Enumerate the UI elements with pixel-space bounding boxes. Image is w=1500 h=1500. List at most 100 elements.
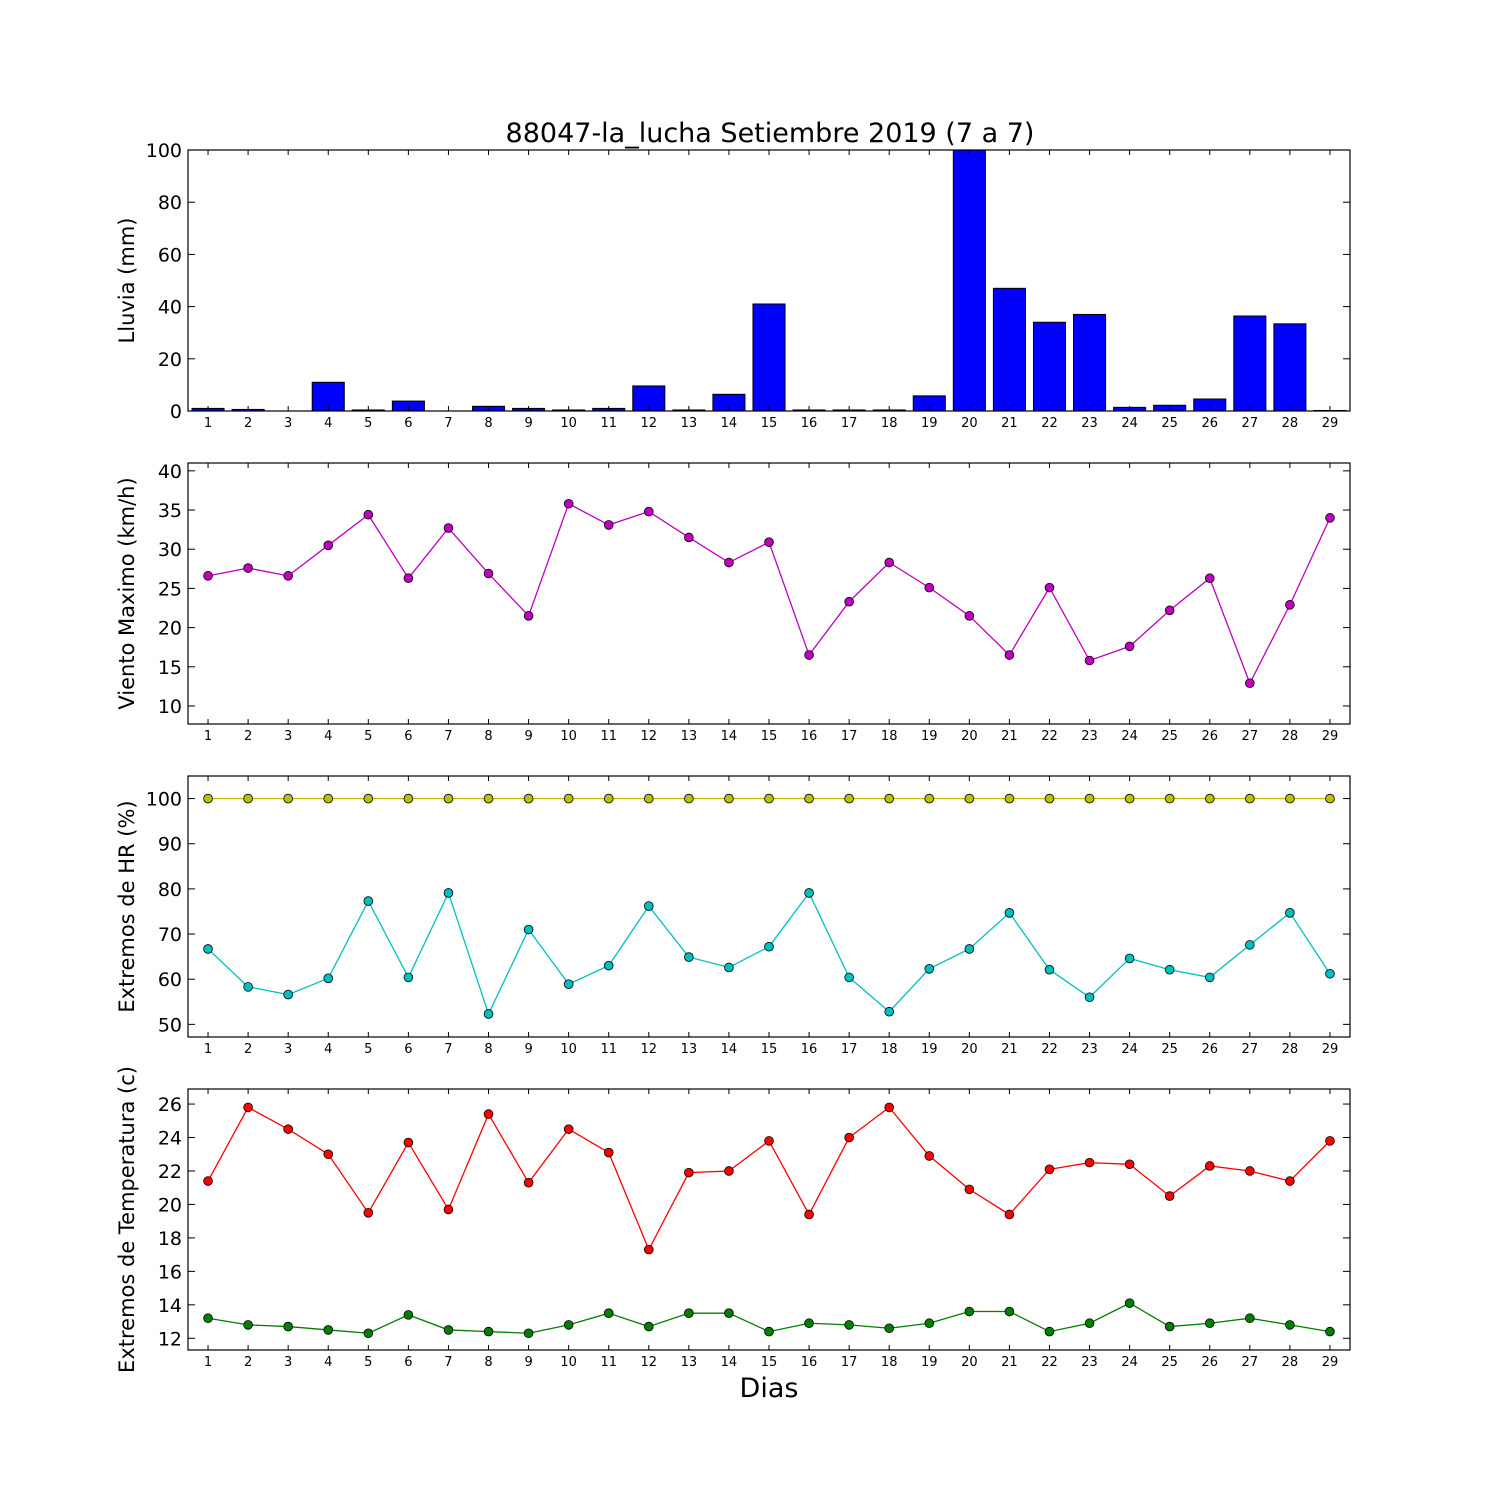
wind-series-0-point-day-25 [1164, 605, 1175, 616]
rainfall-xtick-label: 14 [721, 416, 738, 431]
temperature-xtick-label: 1 [204, 1355, 212, 1370]
wind-xtick-label: 19 [921, 729, 938, 744]
wind-series-0-point-day-9 [523, 611, 534, 621]
humidity-series-1-point-day-22 [1044, 964, 1055, 975]
humidity-series-0-point-day-26 [1204, 793, 1215, 804]
temperature-series-1-point-day-21 [1004, 1306, 1015, 1317]
humidity-xtick-label: 22 [1041, 1042, 1058, 1057]
wind-xtick-label: 4 [324, 729, 332, 744]
rain-bar-day-22 [1032, 321, 1067, 412]
wind-series-0-point-day-7 [443, 523, 454, 533]
temperature-ytick-label: 20 [158, 1194, 182, 1216]
wind-series-0-point-day-22 [1044, 582, 1055, 593]
humidity-series-0-point-day-22 [1044, 793, 1055, 804]
humidity-series-1-point-day-21 [1004, 908, 1015, 918]
humidity-series-1-point-day-17 [844, 972, 854, 983]
humidity-y-axis-label: Extremos de HR (%) [115, 800, 139, 1012]
wind-xtick-label: 7 [444, 729, 452, 744]
wind-xtick-label: 11 [600, 729, 617, 744]
temperature-xtick-label: 16 [801, 1355, 818, 1370]
wind-xtick-label: 2 [244, 729, 252, 744]
temperature-series-1-point-day-13 [684, 1308, 694, 1318]
rainfall-xtick-label: 2 [244, 416, 252, 431]
humidity-xtick-label: 20 [961, 1042, 978, 1057]
rainfall-xtick-label: 12 [641, 416, 658, 431]
wind-series-0-point-day-6 [403, 573, 414, 584]
humidity-xtick-label: 16 [801, 1042, 818, 1057]
wind-series-0-point-day-11 [603, 520, 614, 530]
temperature-xtick-label: 10 [560, 1355, 577, 1370]
humidity-xtick-label: 14 [721, 1042, 738, 1057]
wind-xtick-label: 24 [1121, 729, 1138, 744]
wind-xtick-label: 6 [404, 729, 412, 744]
humidity-xtick-label: 6 [404, 1042, 412, 1057]
temperature-series-0-point-day-12 [643, 1244, 654, 1255]
wind-series-0-point-day-13 [684, 532, 694, 543]
humidity-series-0-point-day-11 [603, 793, 614, 804]
humidity-xtick-label: 12 [641, 1042, 658, 1057]
rainfall-ytick-label: 80 [158, 192, 182, 214]
temperature-series-0-point-day-26 [1204, 1161, 1215, 1171]
rainfall-xtick-label: 9 [524, 416, 532, 431]
humidity-ytick-label: 100 [146, 789, 182, 811]
temperature-xtick-label: 7 [444, 1355, 452, 1370]
humidity-series-0-point-day-9 [523, 793, 534, 804]
humidity-series-1-point-day-7 [443, 888, 454, 898]
humidity-series-0-point-day-12 [643, 793, 654, 804]
rainfall-xtick-label: 28 [1282, 416, 1299, 431]
temperature-series-0-point-day-28 [1285, 1176, 1295, 1186]
humidity-xtick-label: 28 [1282, 1042, 1299, 1057]
rainfall-ytick-label: 0 [170, 401, 182, 423]
wind-xtick-label: 23 [1081, 729, 1098, 744]
temperature-series-0-point-day-11 [603, 1147, 614, 1158]
humidity-series-0-point-day-7 [443, 793, 454, 804]
humidity-ytick-label: 60 [158, 969, 182, 991]
humidity-series-1-point-day-29 [1325, 968, 1335, 979]
humidity-xtick-label: 5 [364, 1042, 372, 1057]
rainfall-xtick-label: 21 [1001, 416, 1018, 431]
temperature-series-1-point-day-15 [764, 1326, 774, 1337]
rainfall-ytick-label: 100 [146, 140, 182, 162]
temperature-series-1-point-day-17 [844, 1320, 854, 1330]
humidity-xtick-label: 27 [1242, 1042, 1259, 1057]
wind-series-0-point-day-24 [1124, 641, 1135, 652]
wind-xtick-label: 20 [961, 729, 978, 744]
humidity-series-1-point-day-27 [1245, 940, 1255, 950]
humidity-xtick-label: 17 [841, 1042, 858, 1057]
temperature-xtick-label: 5 [364, 1355, 372, 1370]
x-axis-label: Dias [740, 1373, 799, 1404]
temperature-series-0-point-day-14 [724, 1166, 734, 1176]
rainfall-xtick-label: 22 [1041, 416, 1058, 431]
humidity-series-1-point-day-23 [1084, 992, 1095, 1003]
temperature-xtick-label: 29 [1322, 1355, 1339, 1370]
temperature-xtick-label: 17 [841, 1355, 858, 1370]
temperature-series-1-point-day-25 [1164, 1321, 1175, 1332]
rainfall-xtick-label: 29 [1322, 416, 1339, 431]
humidity-series-0-point-day-16 [804, 793, 814, 804]
humidity-xtick-label: 13 [681, 1042, 698, 1057]
wind-ytick-label: 40 [158, 461, 182, 483]
humidity-xtick-label: 21 [1001, 1042, 1018, 1057]
temperature-series-1-point-day-4 [323, 1325, 334, 1335]
humidity-series-1-point-day-19 [924, 964, 935, 974]
humidity-xtick-label: 7 [444, 1042, 452, 1057]
temperature-series-0-point-day-21 [1004, 1209, 1015, 1220]
temperature-series-1-point-day-24 [1124, 1298, 1135, 1308]
humidity-xtick-label: 18 [881, 1042, 898, 1057]
temperature-series-1-point-day-9 [523, 1328, 534, 1339]
rainfall-xtick-label: 23 [1081, 416, 1098, 431]
humidity-xtick-label: 29 [1322, 1042, 1339, 1057]
rainfall-ytick-label: 60 [158, 244, 182, 266]
temperature-series-1-point-day-6 [403, 1310, 414, 1320]
temperature-series-1-point-day-23 [1084, 1318, 1095, 1329]
wind-series-0-point-day-14 [724, 557, 734, 568]
wind-xtick-label: 15 [761, 729, 778, 744]
humidity-series-0-point-day-6 [403, 793, 414, 804]
rainfall-xtick-label: 24 [1121, 416, 1138, 431]
temperature-series-0-point-day-23 [1084, 1157, 1095, 1168]
humidity-xtick-label: 11 [600, 1042, 617, 1057]
temperature-series-0-point-day-17 [844, 1132, 854, 1143]
rainfall-xtick-label: 27 [1242, 416, 1259, 431]
temperature-xtick-label: 24 [1121, 1355, 1138, 1370]
